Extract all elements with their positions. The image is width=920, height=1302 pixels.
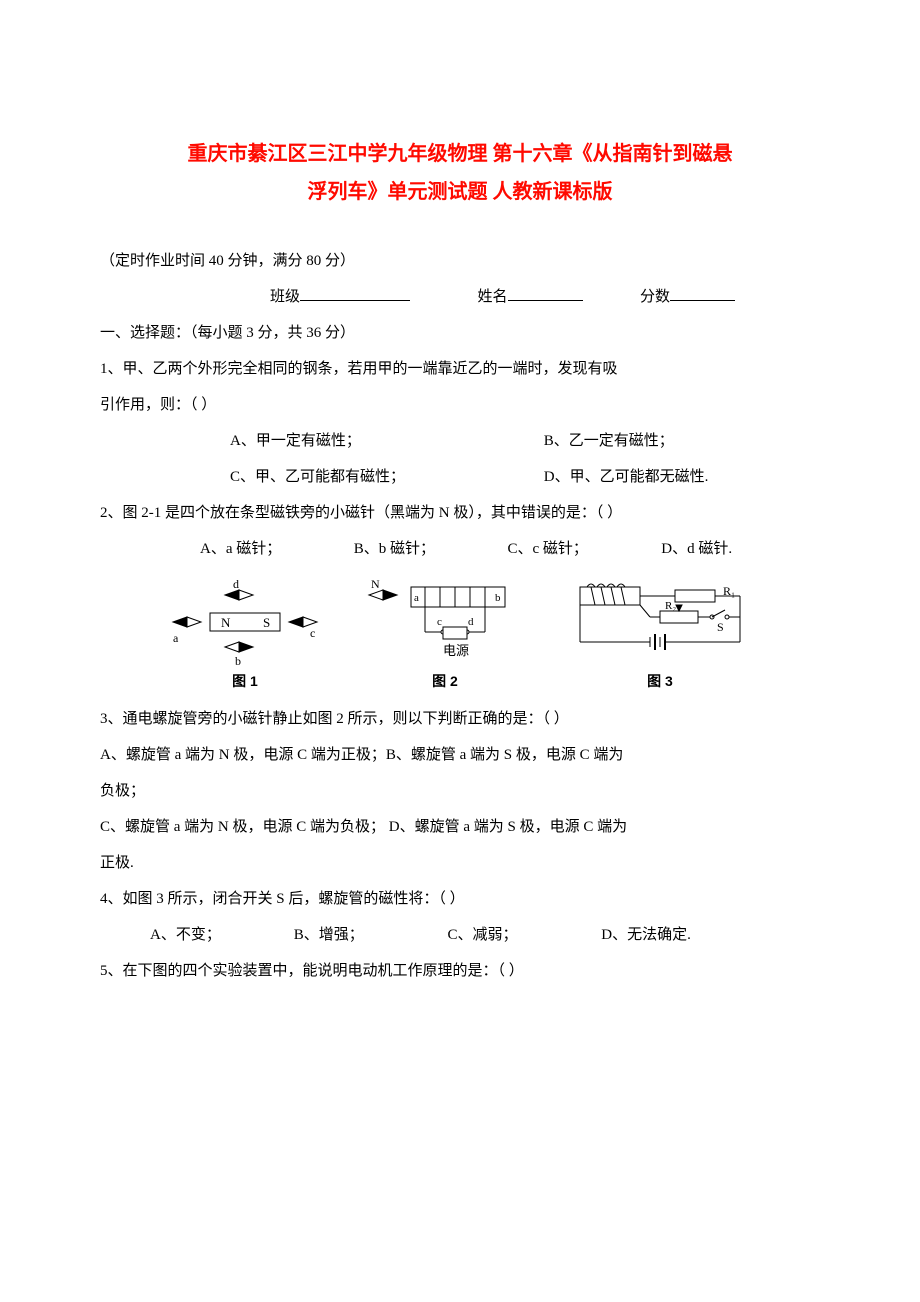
q4-option-a: A、不变； <box>150 917 290 953</box>
figure-2-caption: 图 2 <box>432 671 458 691</box>
q4-option-d: D、无法确定. <box>601 917 691 953</box>
document-title: 重庆市綦江区三江中学九年级物理 第十六章《从指南针到磁悬 浮列车》单元测试题 人… <box>100 135 820 211</box>
question-4: 4、如图 3 所示，闭合开关 S 后，螺旋管的磁性将：（ ） <box>100 881 820 917</box>
fig2-power: 电源 <box>443 643 469 658</box>
fig1-b: b <box>235 654 241 667</box>
fig1-N: N <box>221 615 231 630</box>
question-3-line2: A、螺旋管 a 端为 N 极，电源 C 端为正极；B、螺旋管 a 端为 S 极，… <box>100 737 820 773</box>
q2-option-d: D、d 磁针. <box>661 531 732 567</box>
question-3-line3: 负极； <box>100 773 820 809</box>
exam-info: （定时作业时间 40 分钟，满分 80 分） <box>100 243 820 279</box>
fig2-N: N <box>371 577 380 591</box>
section-1-header: 一、选择题：（每小题 3 分，共 36 分） <box>100 315 820 351</box>
question-5: 5、在下图的四个实验装置中，能说明电动机工作原理的是：（ ） <box>100 953 820 989</box>
fig1-a: a <box>173 631 179 645</box>
form-line: 班级 姓名 分数 <box>100 279 820 315</box>
q1-option-b: B、乙一定有磁性； <box>544 423 674 459</box>
fig3-S: S <box>717 620 724 634</box>
q4-option-b: B、增强； <box>294 917 444 953</box>
question-1-line1: 1、甲、乙两个外形完全相同的钢条，若用甲的一端靠近乙的一端时，发现有吸 <box>100 351 820 387</box>
class-underline <box>300 283 410 301</box>
figure-3: R₁ R₂ S 图 3 <box>565 577 755 691</box>
fig2-b: b <box>495 592 501 604</box>
fig3-R2: R₂ <box>665 600 676 612</box>
q2-options: A、a 磁针； B、b 磁针； C、c 磁针； D、d 磁针. <box>100 531 820 567</box>
q1-option-c: C、甲、乙可能都有磁性； <box>230 459 540 495</box>
q2-option-b: B、b 磁针； <box>354 531 504 567</box>
figure-2-svg: N a b c d 电源 <box>355 577 535 667</box>
figure-2: N a b c d 电源 图 2 <box>355 577 535 691</box>
q1-options-row1: A、甲一定有磁性； B、乙一定有磁性； <box>100 423 820 459</box>
question-3-line4: C、螺旋管 a 端为 N 极，电源 C 端为负极； D、螺旋管 a 端为 S 极… <box>100 809 820 845</box>
q2-option-a: A、a 磁针； <box>200 531 350 567</box>
fig1-c: c <box>310 626 315 640</box>
figure-1-svg: N S a c d b <box>165 577 325 667</box>
question-1-line2: 引作用，则：（ ） <box>100 387 820 423</box>
question-3-line5: 正极. <box>100 845 820 881</box>
title-line-1: 重庆市綦江区三江中学九年级物理 第十六章《从指南针到磁悬 <box>100 135 820 173</box>
q1-option-a: A、甲一定有磁性； <box>230 423 540 459</box>
question-2: 2、图 2-1 是四个放在条型磁铁旁的小磁针（黑端为 N 极），其中错误的是：（… <box>100 495 820 531</box>
fig2-d: d <box>468 616 474 628</box>
score-label: 分数 <box>640 289 670 305</box>
q4-option-c: C、减弱； <box>448 917 598 953</box>
figure-1-caption: 图 1 <box>232 671 258 691</box>
name-label: 姓名 <box>478 289 508 305</box>
question-3: 3、通电螺旋管旁的小磁针静止如图 2 所示，则以下判断正确的是：（ ） <box>100 701 820 737</box>
figure-3-svg: R₁ R₂ S <box>565 577 755 667</box>
fig1-S: S <box>263 615 270 630</box>
figures-row: N S a c d b 图 1 N <box>100 577 820 691</box>
figure-3-caption: 图 3 <box>647 671 673 691</box>
score-underline <box>670 283 735 301</box>
q1-options-row2: C、甲、乙可能都有磁性； D、甲、乙可能都无磁性. <box>100 459 820 495</box>
fig1-d: d <box>233 577 239 591</box>
fig2-a: a <box>414 592 419 604</box>
class-label: 班级 <box>270 289 300 305</box>
q4-options: A、不变； B、增强； C、减弱； D、无法确定. <box>100 917 820 953</box>
title-line-2: 浮列车》单元测试题 人教新课标版 <box>100 173 820 211</box>
figure-1: N S a c d b 图 1 <box>165 577 325 691</box>
fig2-c: c <box>437 616 442 628</box>
name-underline <box>508 283 583 301</box>
q1-option-d: D、甲、乙可能都无磁性. <box>544 459 709 495</box>
q2-option-c: C、c 磁针； <box>508 531 658 567</box>
